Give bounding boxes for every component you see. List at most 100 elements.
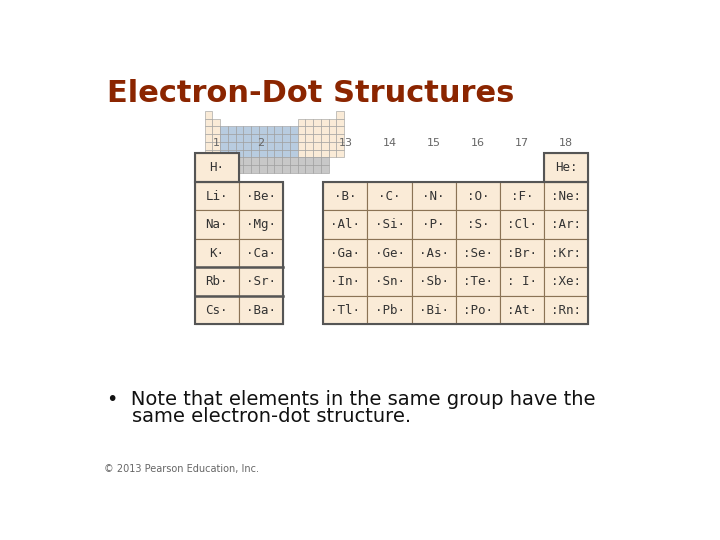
Bar: [274, 150, 282, 157]
Bar: [313, 119, 321, 126]
Text: 17: 17: [515, 138, 529, 149]
Text: ·Sr·: ·Sr·: [246, 275, 276, 288]
Bar: [251, 126, 259, 134]
Bar: [239, 296, 283, 325]
Bar: [500, 267, 544, 296]
Bar: [239, 239, 283, 267]
Bar: [220, 134, 228, 142]
Text: ·Ba·: ·Ba·: [246, 303, 276, 316]
Text: :Br·: :Br·: [507, 247, 537, 260]
Bar: [329, 119, 336, 126]
Bar: [321, 142, 329, 150]
Text: Li·: Li·: [205, 190, 228, 202]
Bar: [274, 134, 282, 142]
Bar: [228, 157, 235, 165]
Bar: [251, 157, 259, 165]
Bar: [204, 111, 212, 119]
Text: :S·: :S·: [467, 218, 489, 231]
Bar: [274, 165, 282, 173]
Text: :Kr:: :Kr:: [552, 247, 581, 260]
Bar: [266, 126, 274, 134]
Bar: [266, 165, 274, 173]
Bar: [297, 157, 305, 165]
Bar: [323, 182, 367, 211]
Bar: [500, 296, 544, 325]
Text: Electron-Dot Structures: Electron-Dot Structures: [107, 79, 514, 107]
Bar: [194, 153, 239, 182]
Text: :At·: :At·: [507, 303, 537, 316]
Bar: [313, 142, 321, 150]
Bar: [456, 239, 500, 267]
Bar: [321, 119, 329, 126]
Bar: [500, 239, 544, 267]
Text: H·: H·: [210, 161, 224, 174]
Bar: [412, 239, 456, 267]
Bar: [305, 165, 313, 173]
Bar: [259, 126, 266, 134]
Bar: [259, 165, 266, 173]
Bar: [243, 142, 251, 150]
Bar: [194, 267, 239, 296]
Bar: [259, 157, 266, 165]
Bar: [336, 142, 344, 150]
Text: ·Be·: ·Be·: [246, 190, 276, 202]
Text: :Ar:: :Ar:: [552, 218, 581, 231]
Bar: [212, 126, 220, 134]
Bar: [243, 157, 251, 165]
Bar: [235, 157, 243, 165]
Text: 1: 1: [213, 138, 220, 149]
Bar: [290, 157, 297, 165]
Bar: [204, 150, 212, 157]
Text: ·Si·: ·Si·: [374, 218, 405, 231]
Bar: [500, 210, 544, 239]
Bar: [313, 134, 321, 142]
Bar: [274, 157, 282, 165]
Text: ·Tl·: ·Tl·: [330, 303, 361, 316]
Bar: [336, 150, 344, 157]
Bar: [544, 210, 588, 239]
Bar: [412, 210, 456, 239]
Bar: [220, 142, 228, 150]
Bar: [243, 165, 251, 173]
Bar: [544, 182, 588, 211]
Text: •  Note that elements in the same group have the: • Note that elements in the same group h…: [107, 390, 595, 409]
Text: Rb·: Rb·: [205, 275, 228, 288]
Text: ·As·: ·As·: [419, 247, 449, 260]
Bar: [282, 165, 290, 173]
Bar: [313, 157, 321, 165]
Bar: [329, 142, 336, 150]
Text: :Te·: :Te·: [463, 275, 493, 288]
Text: :Rn:: :Rn:: [552, 303, 581, 316]
Bar: [251, 165, 259, 173]
Text: ·P·: ·P·: [423, 218, 445, 231]
Text: 16: 16: [471, 138, 485, 149]
Bar: [235, 142, 243, 150]
Bar: [367, 182, 412, 211]
Bar: [274, 142, 282, 150]
Bar: [251, 142, 259, 150]
Bar: [212, 119, 220, 126]
Bar: [259, 150, 266, 157]
Bar: [323, 182, 588, 325]
Bar: [259, 134, 266, 142]
Bar: [266, 142, 274, 150]
Bar: [297, 165, 305, 173]
Bar: [194, 153, 239, 182]
Bar: [212, 150, 220, 157]
Bar: [239, 267, 283, 296]
Bar: [323, 239, 367, 267]
Bar: [235, 150, 243, 157]
Bar: [329, 134, 336, 142]
Bar: [329, 150, 336, 157]
Bar: [228, 126, 235, 134]
Bar: [544, 296, 588, 325]
Bar: [194, 296, 239, 325]
Bar: [367, 210, 412, 239]
Text: :Cl·: :Cl·: [507, 218, 537, 231]
Bar: [251, 150, 259, 157]
Bar: [305, 142, 313, 150]
Bar: [323, 210, 367, 239]
Text: 18: 18: [559, 138, 573, 149]
Bar: [412, 296, 456, 325]
Bar: [336, 134, 344, 142]
